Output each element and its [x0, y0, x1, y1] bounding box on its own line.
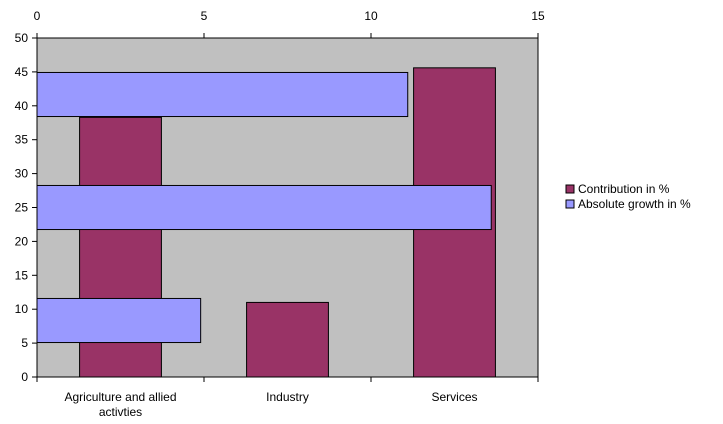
left-axis-tick-label: 5: [21, 336, 28, 350]
absolute-growth-bar-3: [36, 71, 409, 118]
left-axis-tick-label: 40: [15, 99, 29, 113]
category-label: Agriculture and allied activties: [64, 390, 176, 419]
top-axis-tick-label: 0: [34, 9, 41, 23]
top-axis-tick-label: 5: [201, 9, 208, 23]
left-axis-tick-label: 15: [15, 268, 29, 282]
left-axis-tick-label: 0: [21, 370, 28, 384]
category-label-line: Agriculture and allied: [64, 390, 176, 404]
absolute-growth-bar-1: [36, 297, 202, 344]
left-axis-tick-label: 10: [15, 302, 29, 316]
left-axis-tick-label: 50: [15, 31, 29, 45]
category-label: Industry: [266, 390, 309, 404]
category-label: Services: [431, 390, 477, 404]
left-axis-tick-label: 35: [15, 133, 29, 147]
absolute-growth-bars: [36, 71, 492, 344]
left-axis-tick-label: 30: [15, 167, 29, 181]
absolute-growth-bar-2: [36, 184, 492, 231]
category-label-line: activties: [99, 405, 142, 419]
category-label-line: Services: [431, 390, 477, 404]
left-axis-tick-label: 20: [15, 234, 29, 248]
top-axis-tick-label: 15: [531, 9, 545, 23]
legend: Contribution in %Absolute growth in %: [565, 182, 691, 211]
legend-label-2: Absolute growth in %: [578, 197, 691, 211]
category-label-line: Industry: [266, 390, 309, 404]
legend-swatch-1: [565, 184, 575, 194]
top-axis-tick-label: 10: [364, 9, 378, 23]
legend-swatch-2: [565, 199, 575, 209]
contribution-bar-2: [246, 301, 329, 378]
axes: 0 5 10 15 20 25 30 35 40 45 50 0 5 10 15 Agriculture an…: [15, 9, 545, 419]
legend-label-1: Contribution in %: [578, 182, 670, 196]
left-axis-tick-label: 45: [15, 65, 29, 79]
left-axis-tick-label: 25: [15, 201, 29, 215]
